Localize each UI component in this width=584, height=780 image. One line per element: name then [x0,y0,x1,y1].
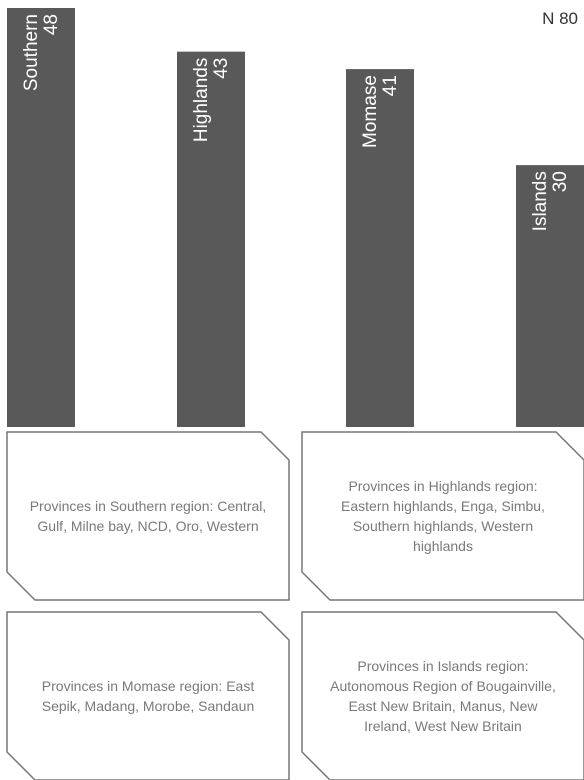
note-box [301,611,584,780]
note-box [6,431,290,601]
note-text: Provinces in Momase region: East Sepik, … [41,678,255,714]
bar [516,165,584,427]
bar-value-label: 43 [211,58,232,79]
bar [177,51,245,427]
note-box [301,431,584,601]
bar-category-label: Momase [360,75,381,148]
bar-category-label: Southern [21,14,42,91]
bar-value-label: 41 [380,75,401,96]
bar [7,8,75,427]
annotation: N 80 [542,9,578,28]
bar-value-label: 48 [41,14,62,35]
bar-category-label: Highlands [191,58,212,143]
bar-value-label: 30 [550,171,571,192]
note-box [6,611,290,780]
bar-category-label: Islands [530,171,551,231]
note-text: Provinces in Southern region: Central, G… [29,498,267,534]
bar [346,69,414,428]
note-text: Provinces in Islands region: Autonomous … [330,658,556,734]
note-text: Provinces in Highlands region: Eastern h… [341,478,545,554]
